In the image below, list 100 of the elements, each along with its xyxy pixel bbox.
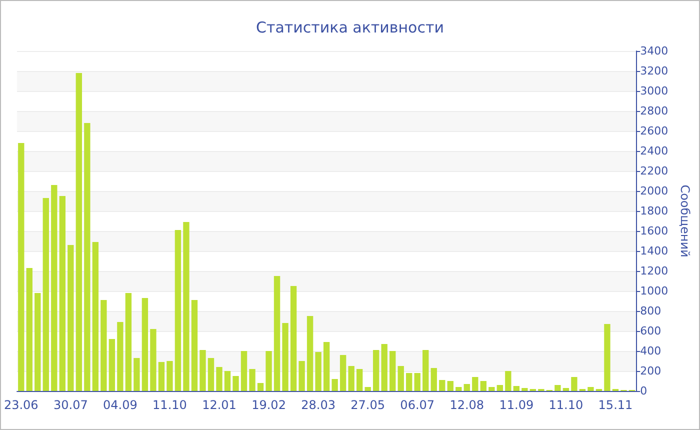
- y-tick-label: 400: [640, 344, 662, 358]
- bar: [166, 361, 173, 391]
- bar: [183, 222, 190, 391]
- x-tick-label: 12.08: [450, 398, 484, 412]
- bar: [464, 384, 470, 391]
- bar: [51, 185, 58, 391]
- bar: [200, 350, 206, 391]
- bar: [447, 381, 454, 391]
- bar: [274, 276, 280, 391]
- bar: [240, 351, 248, 391]
- x-tick-label: 04.09: [103, 398, 138, 412]
- x-tick-label: 27.05: [350, 398, 386, 412]
- y-tick-label: 1800: [640, 204, 668, 218]
- y-tick-label: 1200: [640, 264, 668, 278]
- bar: [125, 293, 132, 391]
- bar: [84, 123, 90, 391]
- bar: [208, 358, 214, 391]
- bar: [323, 342, 330, 391]
- bar: [174, 230, 182, 391]
- bar: [522, 388, 528, 391]
- bar: [472, 377, 478, 391]
- bar: [290, 286, 297, 391]
- y-tick-label: 0: [640, 384, 648, 398]
- bar: [134, 358, 140, 391]
- bar: [26, 268, 32, 391]
- bar: [414, 373, 420, 391]
- bar: [59, 196, 66, 391]
- y-axis-title: Сообщений: [678, 184, 692, 258]
- bar: [480, 381, 486, 391]
- y-tick-label: 1400: [640, 244, 668, 258]
- y-tick-label: 3400: [640, 44, 668, 58]
- y-tick-label: 1600: [640, 224, 668, 238]
- x-tick-label: 23.06: [4, 398, 38, 412]
- x-tick-label: 28.03: [301, 398, 336, 412]
- x-tick-label: 11.10: [548, 398, 584, 412]
- x-tick-label: 11.09: [499, 398, 534, 412]
- bar: [406, 373, 412, 391]
- bar: [398, 366, 404, 391]
- bar: [232, 376, 239, 391]
- y-tick-label: 800: [640, 304, 662, 318]
- x-tick-label: 19.02: [252, 398, 286, 412]
- bar: [191, 300, 198, 391]
- bar: [100, 300, 107, 391]
- bar: [117, 322, 124, 391]
- y-tick-label: 2400: [640, 144, 668, 158]
- bar: [158, 362, 165, 391]
- bar: [562, 388, 570, 391]
- bar: [340, 355, 346, 391]
- bar: [76, 73, 82, 391]
- y-tick-label: 600: [640, 324, 662, 338]
- bar: [34, 293, 41, 391]
- bar: [150, 329, 156, 391]
- bar: [439, 380, 446, 391]
- bar: [348, 366, 354, 391]
- bar: [266, 351, 272, 391]
- y-tick-label: 3200: [640, 64, 668, 78]
- bar: [306, 316, 314, 391]
- x-tick-label: 06.07: [400, 398, 435, 412]
- bar: [389, 351, 396, 391]
- bar: [430, 368, 437, 391]
- x-tick-label: 30.07: [53, 398, 88, 412]
- y-tick-label: 2800: [640, 104, 668, 118]
- y-tick-label: 2600: [640, 124, 668, 138]
- bar: [249, 369, 256, 391]
- bar: [68, 245, 74, 391]
- x-tick-label: 15.11: [598, 398, 633, 412]
- bar: [372, 350, 380, 391]
- y-tick-label: 2000: [640, 184, 668, 198]
- bar: [92, 242, 99, 391]
- bar: [332, 379, 338, 391]
- bar: [356, 369, 363, 391]
- bar: [381, 344, 388, 391]
- bar: [588, 387, 594, 391]
- bar: [142, 298, 148, 391]
- bar: [604, 324, 610, 391]
- y-tick-label: 2200: [640, 164, 668, 178]
- bar: [42, 198, 49, 391]
- bar: [571, 377, 578, 391]
- bar: [298, 361, 305, 391]
- bar: [282, 323, 288, 391]
- x-tick-label: 12.01: [202, 398, 236, 412]
- bar: [496, 385, 503, 391]
- y-tick-label: 200: [640, 364, 662, 378]
- y-tick-label: 3000: [640, 84, 668, 98]
- x-tick-label: 11.10: [152, 398, 187, 412]
- bar: [18, 143, 24, 391]
- bar: [257, 383, 264, 391]
- bar: [224, 371, 231, 391]
- bar: [422, 350, 429, 391]
- bar: [364, 387, 371, 391]
- bar: [315, 352, 322, 391]
- bar: [488, 387, 495, 391]
- bar: [505, 371, 512, 391]
- chart-title: Статистика активности: [256, 18, 444, 36]
- bar: [456, 387, 462, 391]
- bar: [216, 367, 222, 391]
- bar: [554, 385, 561, 391]
- bar: [108, 339, 116, 391]
- y-tick-label: 1000: [640, 284, 668, 298]
- bar: [513, 386, 520, 391]
